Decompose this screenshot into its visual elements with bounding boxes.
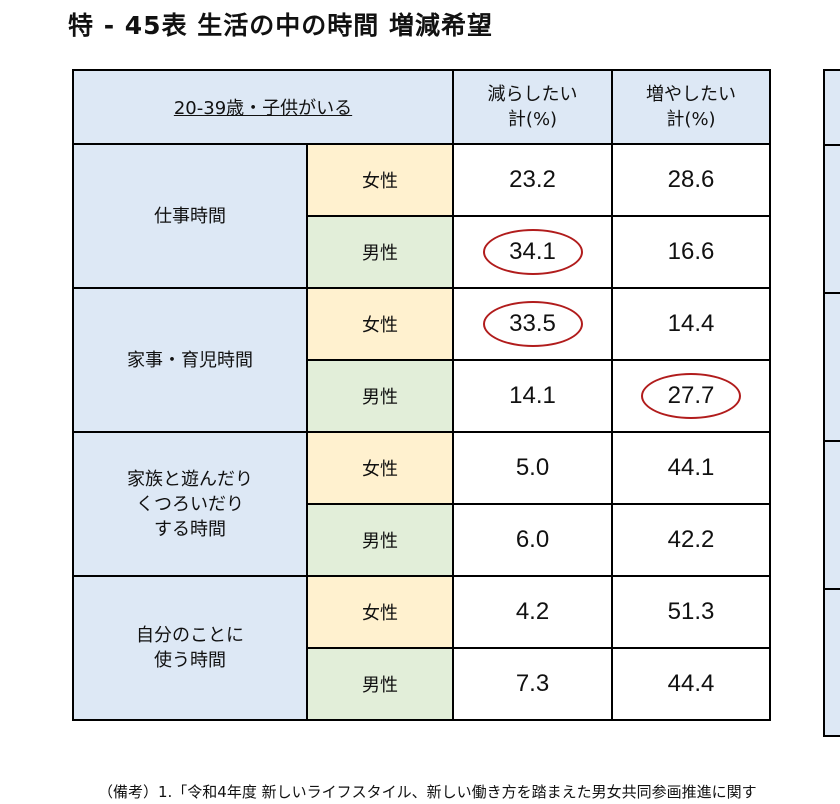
sex-label-female: 女性 (306, 287, 454, 361)
sex-label-male: 男性 (306, 359, 454, 433)
group-label-cell: 20-39歳・子供がいる (72, 69, 454, 145)
page-title: 特 - 45表 生活の中の時間 増減希望 (68, 11, 493, 40)
increase-value: 44.4 (611, 647, 771, 721)
increase-value: 44.1 (611, 431, 771, 505)
value-text: 33.5 (509, 310, 556, 337)
value-text: 5.0 (515, 454, 550, 481)
value-text: 28.6 (667, 166, 715, 193)
category-line: 自分のことに (136, 625, 244, 646)
category-line: する時間 (154, 518, 226, 540)
table-row: 男性 14.1 27.7 (73, 359, 771, 433)
category-label: 家族と遊んだり くつろいだり する時間 (72, 431, 308, 577)
value-text: 4.2 (515, 598, 550, 625)
category-label: 家事・育児時間 (72, 287, 308, 433)
value-text: 34.1 (509, 238, 556, 265)
divider (825, 144, 840, 146)
footnote: （備考）1.「令和4年度 新しいライフスタイル、新しい働き方を踏まえた男女共同参… (98, 783, 757, 801)
highlight-circle (482, 229, 583, 275)
header-increase: 増やしたい 計(%) (611, 69, 771, 145)
decrease-value: 34.1 (452, 215, 613, 289)
table-row: 男性 6.0 42.2 (73, 503, 771, 577)
category-line: 家事・育児時間 (127, 349, 253, 371)
category-line: くつろいだり (136, 493, 244, 515)
sex-label-female: 女性 (306, 575, 454, 649)
group-label: 20-39歳・子供がいる (173, 98, 353, 119)
category-line: 使う時間 (154, 650, 226, 671)
increase-value: 42.2 (611, 503, 771, 577)
decrease-value: 4.2 (452, 575, 613, 649)
category-line: 家族と遊んだり (127, 468, 253, 490)
increase-value: 27.7 (611, 359, 771, 433)
value-text: 7.3 (515, 670, 550, 697)
value-text: 16.6 (667, 238, 715, 265)
highlight-circle (482, 301, 583, 347)
table-row: 家事・育児時間 女性 33.5 14.4 (72, 287, 771, 433)
increase-value: 28.6 (611, 143, 771, 217)
value-text: 23.2 (509, 166, 556, 193)
sex-label-female: 女性 (306, 431, 454, 505)
sex-label-male: 男性 (306, 503, 454, 577)
decrease-value: 14.1 (452, 359, 613, 433)
divider (825, 588, 840, 590)
increase-value: 16.6 (611, 215, 771, 289)
value-text: 27.7 (667, 382, 715, 409)
header-decrease-line1: 減らしたい (487, 84, 578, 105)
value-text: 44.1 (667, 454, 715, 481)
divider (825, 292, 840, 294)
header-decrease-line2: 計(%) (507, 109, 558, 130)
value-text: 51.3 (667, 598, 715, 625)
sex-label-female: 女性 (306, 143, 454, 217)
value-text: 6.0 (515, 526, 550, 553)
decrease-value: 33.5 (452, 287, 613, 361)
divider (825, 440, 840, 442)
sex-label-male: 男性 (306, 215, 454, 289)
header-row: 20-39歳・子供がいる 減らしたい 計(%) 増やしたい 計(%) (72, 69, 771, 145)
value-text: 42.2 (667, 526, 715, 553)
increase-value: 14.4 (611, 287, 771, 361)
decrease-value: 5.0 (452, 431, 613, 505)
value-text: 14.1 (509, 382, 556, 409)
category-line: 仕事時間 (154, 205, 226, 227)
sex-label-male: 男性 (306, 647, 454, 721)
time-preference-table: 20-39歳・子供がいる 減らしたい 計(%) 増やしたい 計(%) 仕事時間 … (72, 69, 771, 721)
adjacent-table-edge (823, 69, 840, 737)
table-row: 仕事時間 女性 23.2 28.6 (72, 143, 771, 289)
value-text: 44.4 (667, 670, 715, 697)
highlight-circle (641, 373, 741, 419)
decrease-value: 23.2 (452, 143, 613, 217)
header-decrease: 減らしたい 計(%) (452, 69, 613, 145)
header-increase-line1: 増やしたい (646, 84, 736, 105)
decrease-value: 6.0 (452, 503, 613, 577)
table-row: 家族と遊んだり くつろいだり する時間 女性 5.0 44.1 (72, 431, 771, 577)
increase-value: 51.3 (611, 575, 771, 649)
table-row: 男性 34.1 16.6 (73, 215, 771, 289)
decrease-value: 7.3 (452, 647, 613, 721)
table-row: 男性 7.3 44.4 (73, 647, 771, 721)
table-row: 自分のことに 使う時間 女性 4.2 51.3 (72, 575, 771, 721)
category-label: 仕事時間 (72, 143, 308, 289)
header-increase-line2: 計(%) (666, 109, 716, 130)
value-text: 14.4 (667, 310, 715, 337)
category-label: 自分のことに 使う時間 (72, 575, 308, 721)
